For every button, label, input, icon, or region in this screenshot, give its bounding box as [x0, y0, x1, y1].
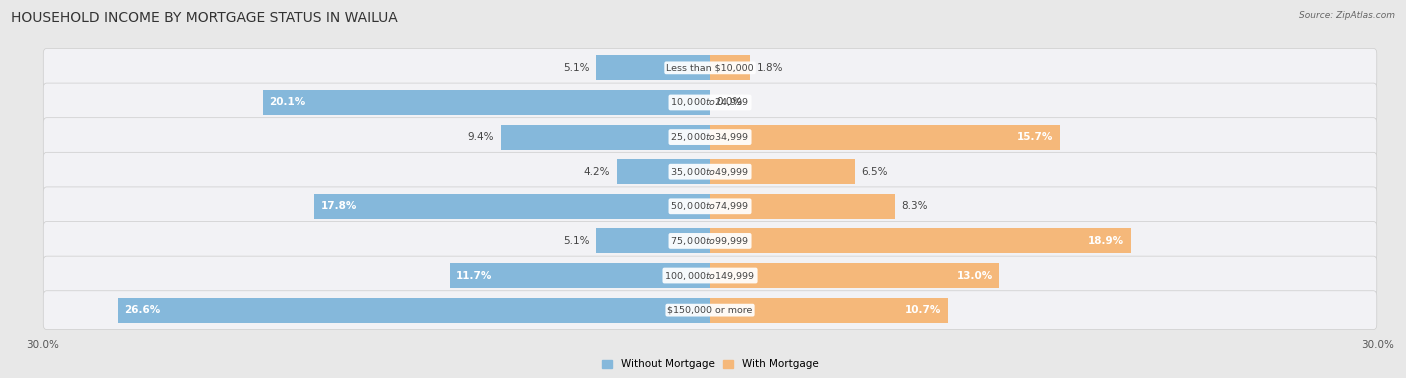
Bar [616, 159, 710, 184]
Text: Source: ZipAtlas.com: Source: ZipAtlas.com [1299, 11, 1395, 20]
Text: 6.5%: 6.5% [862, 167, 889, 177]
Bar [450, 263, 710, 288]
Bar [710, 228, 1130, 253]
Text: 8.3%: 8.3% [901, 201, 928, 211]
FancyBboxPatch shape [44, 291, 1376, 330]
Text: 5.1%: 5.1% [564, 236, 589, 246]
Bar [710, 194, 894, 219]
FancyBboxPatch shape [44, 118, 1376, 156]
Text: $35,000 to $49,999: $35,000 to $49,999 [671, 166, 749, 178]
FancyBboxPatch shape [44, 83, 1376, 122]
Text: $75,000 to $99,999: $75,000 to $99,999 [671, 235, 749, 247]
Text: $25,000 to $34,999: $25,000 to $34,999 [671, 131, 749, 143]
FancyBboxPatch shape [44, 48, 1376, 87]
Text: 4.2%: 4.2% [583, 167, 610, 177]
Text: 10.7%: 10.7% [905, 305, 942, 315]
Text: $150,000 or more: $150,000 or more [668, 306, 752, 314]
FancyBboxPatch shape [44, 222, 1376, 260]
Text: 15.7%: 15.7% [1017, 132, 1053, 142]
Text: 9.4%: 9.4% [468, 132, 494, 142]
FancyBboxPatch shape [44, 152, 1376, 191]
Text: 13.0%: 13.0% [956, 271, 993, 280]
Bar [314, 194, 710, 219]
Text: $50,000 to $74,999: $50,000 to $74,999 [671, 200, 749, 212]
Legend: Without Mortgage, With Mortgage: Without Mortgage, With Mortgage [598, 355, 823, 373]
Bar [596, 56, 710, 80]
Bar [501, 125, 710, 150]
Bar [263, 90, 710, 115]
Text: 5.1%: 5.1% [564, 63, 589, 73]
Bar [710, 298, 948, 322]
FancyBboxPatch shape [44, 256, 1376, 295]
Bar [118, 298, 710, 322]
Text: 11.7%: 11.7% [456, 271, 492, 280]
Bar [596, 228, 710, 253]
Text: 1.8%: 1.8% [756, 63, 783, 73]
FancyBboxPatch shape [44, 187, 1376, 226]
Text: $10,000 to $24,999: $10,000 to $24,999 [671, 96, 749, 108]
Text: $100,000 to $149,999: $100,000 to $149,999 [665, 270, 755, 282]
Text: 17.8%: 17.8% [321, 201, 357, 211]
Text: 0.0%: 0.0% [717, 98, 742, 107]
Bar [710, 56, 751, 80]
Text: 26.6%: 26.6% [125, 305, 160, 315]
Bar [710, 125, 1060, 150]
Text: HOUSEHOLD INCOME BY MORTGAGE STATUS IN WAILUA: HOUSEHOLD INCOME BY MORTGAGE STATUS IN W… [11, 11, 398, 25]
Text: Less than $10,000: Less than $10,000 [666, 64, 754, 72]
Text: 18.9%: 18.9% [1088, 236, 1123, 246]
Bar [710, 159, 855, 184]
Bar [710, 263, 1000, 288]
Text: 20.1%: 20.1% [269, 98, 305, 107]
